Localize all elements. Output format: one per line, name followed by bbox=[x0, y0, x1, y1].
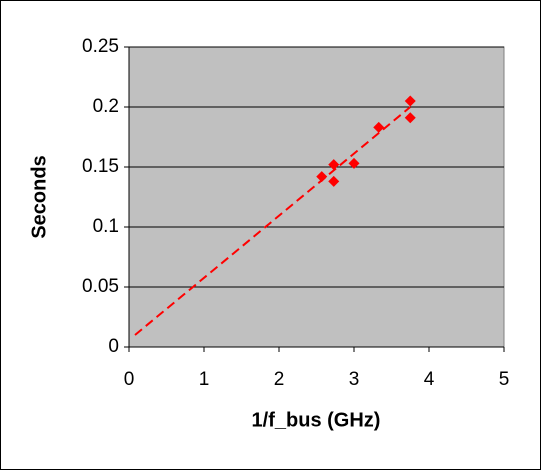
data-point bbox=[328, 159, 340, 171]
data-point bbox=[404, 95, 416, 107]
y-tick-label: 0.25 bbox=[82, 36, 119, 57]
x-axis-title: 1/f_bus (GHz) bbox=[252, 409, 381, 431]
x-tick-label: 4 bbox=[424, 369, 435, 390]
data-point bbox=[348, 157, 360, 169]
x-tick-label: 0 bbox=[124, 369, 135, 390]
trendline bbox=[134, 106, 411, 336]
y-tick-label: 0 bbox=[108, 336, 119, 357]
x-tick-label: 5 bbox=[499, 369, 510, 390]
x-tick-label: 3 bbox=[349, 369, 360, 390]
data-point bbox=[373, 121, 385, 133]
y-tick-label: 0.1 bbox=[93, 216, 119, 237]
plot-area bbox=[128, 46, 505, 348]
y-tick-label: 0.2 bbox=[93, 96, 119, 117]
x-tick-label: 2 bbox=[274, 369, 285, 390]
y-tick-label: 0.05 bbox=[82, 276, 119, 297]
data-point bbox=[404, 112, 416, 124]
y-tick-label: 0.15 bbox=[82, 156, 119, 177]
data-point bbox=[328, 175, 340, 187]
data-point bbox=[316, 171, 328, 183]
x-tick-label: 1 bbox=[199, 369, 210, 390]
y-axis-title: Seconds bbox=[28, 155, 50, 238]
